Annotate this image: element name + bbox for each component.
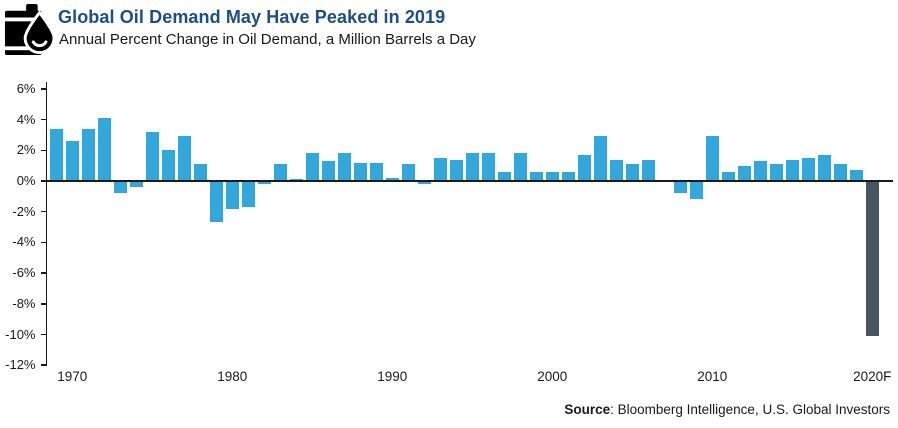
bar-2001 [562,171,575,181]
x-tick-label-1970: 1970 [57,369,88,384]
bar-1997 [498,171,511,181]
bar-1985 [306,153,319,181]
page-subtitle: Annual Percent Change in Oil Demand, a M… [59,31,476,48]
bar-1973 [114,181,127,194]
bar-1974 [130,181,143,188]
bar-2000 [546,171,559,181]
x-tick-label-2020F: 2020F [853,369,892,384]
bar-1996 [482,153,495,181]
bar-1980 [226,181,239,209]
bar-2015 [786,159,799,181]
bar-1969 [50,128,63,181]
bar-1977 [178,136,191,181]
bar-1970 [66,141,79,181]
y-axis-tick [40,364,46,366]
bar-1972 [98,118,111,181]
bar-2016 [802,157,815,181]
y-axis-tick [40,88,46,90]
x-tick-label-2000: 2000 [537,369,568,384]
zero-baseline [45,180,893,182]
y-axis-tick [40,241,46,244]
source-label: Source [564,402,611,417]
bar-1991 [402,164,415,181]
bar-1998 [514,153,527,181]
y-tick-label: 4% [16,111,36,127]
chart-header: Global Oil Demand May Have Peaked in 201… [0,0,898,60]
y-tick-label: -8% [12,295,36,311]
bar-2010 [706,136,719,181]
bar-1999 [530,171,543,181]
y-axis-tick [40,118,46,121]
x-tick-label-1990: 1990 [377,369,408,384]
bar-2018 [834,164,847,181]
y-axis-tick [40,333,46,336]
y-axis-tick [40,210,46,213]
bar-2013 [754,161,767,181]
bar-2005 [626,164,639,181]
bar-2014 [770,164,783,181]
bar-2006 [642,159,655,181]
y-tick-label: 2% [16,142,36,158]
y-tick-label: 6% [16,80,36,96]
source-line: Source: Bloomberg Intelligence, U.S. Glo… [564,402,890,417]
bar-1986 [322,161,335,181]
bar-2009 [690,181,703,200]
x-tick-label-2010: 2010 [697,369,728,384]
bar-1994 [450,159,463,181]
bar-2012 [738,165,751,181]
bar-2008 [674,181,687,194]
bar-1988 [354,162,367,181]
bar-2020F [866,181,879,337]
bar-1981 [242,181,255,208]
bar-1992 [418,181,431,185]
bar-2011 [722,171,735,181]
y-axis-tick [40,303,46,305]
bar-2019 [850,170,863,181]
bar-2017 [818,154,831,181]
y-axis-tick [40,149,46,152]
bar-1989 [370,162,383,181]
y-tick-label: -12% [5,357,36,373]
bar-2003 [594,136,607,181]
bar-2002 [578,154,591,181]
bar-1995 [466,153,479,181]
bar-1983 [274,164,287,181]
y-tick-label: -10% [5,326,36,342]
page-title: Global Oil Demand May Have Peaked in 201… [58,7,446,27]
bar-1978 [194,164,207,181]
y-tick-label: -4% [12,234,36,250]
oil-barrel-icon [4,4,54,56]
bar-1971 [82,128,95,181]
x-tick-label-1980: 1980 [217,369,248,384]
y-tick-label: -2% [12,203,36,219]
bar-1975 [146,131,159,181]
source-text: : Bloomberg Intelligence, U.S. Global In… [610,402,890,417]
y-tick-label: -6% [12,265,36,281]
y-axis-line [45,82,47,366]
bar-1982 [258,181,271,185]
y-axis-tick [40,180,46,182]
bar-1976 [162,150,175,181]
y-tick-label: 0% [16,173,36,188]
bar-1987 [338,153,351,181]
bar-2004 [610,159,623,181]
bar-1993 [434,157,447,181]
bar-1990 [386,177,399,181]
bar-1979 [210,181,223,223]
y-axis-tick [40,272,46,274]
